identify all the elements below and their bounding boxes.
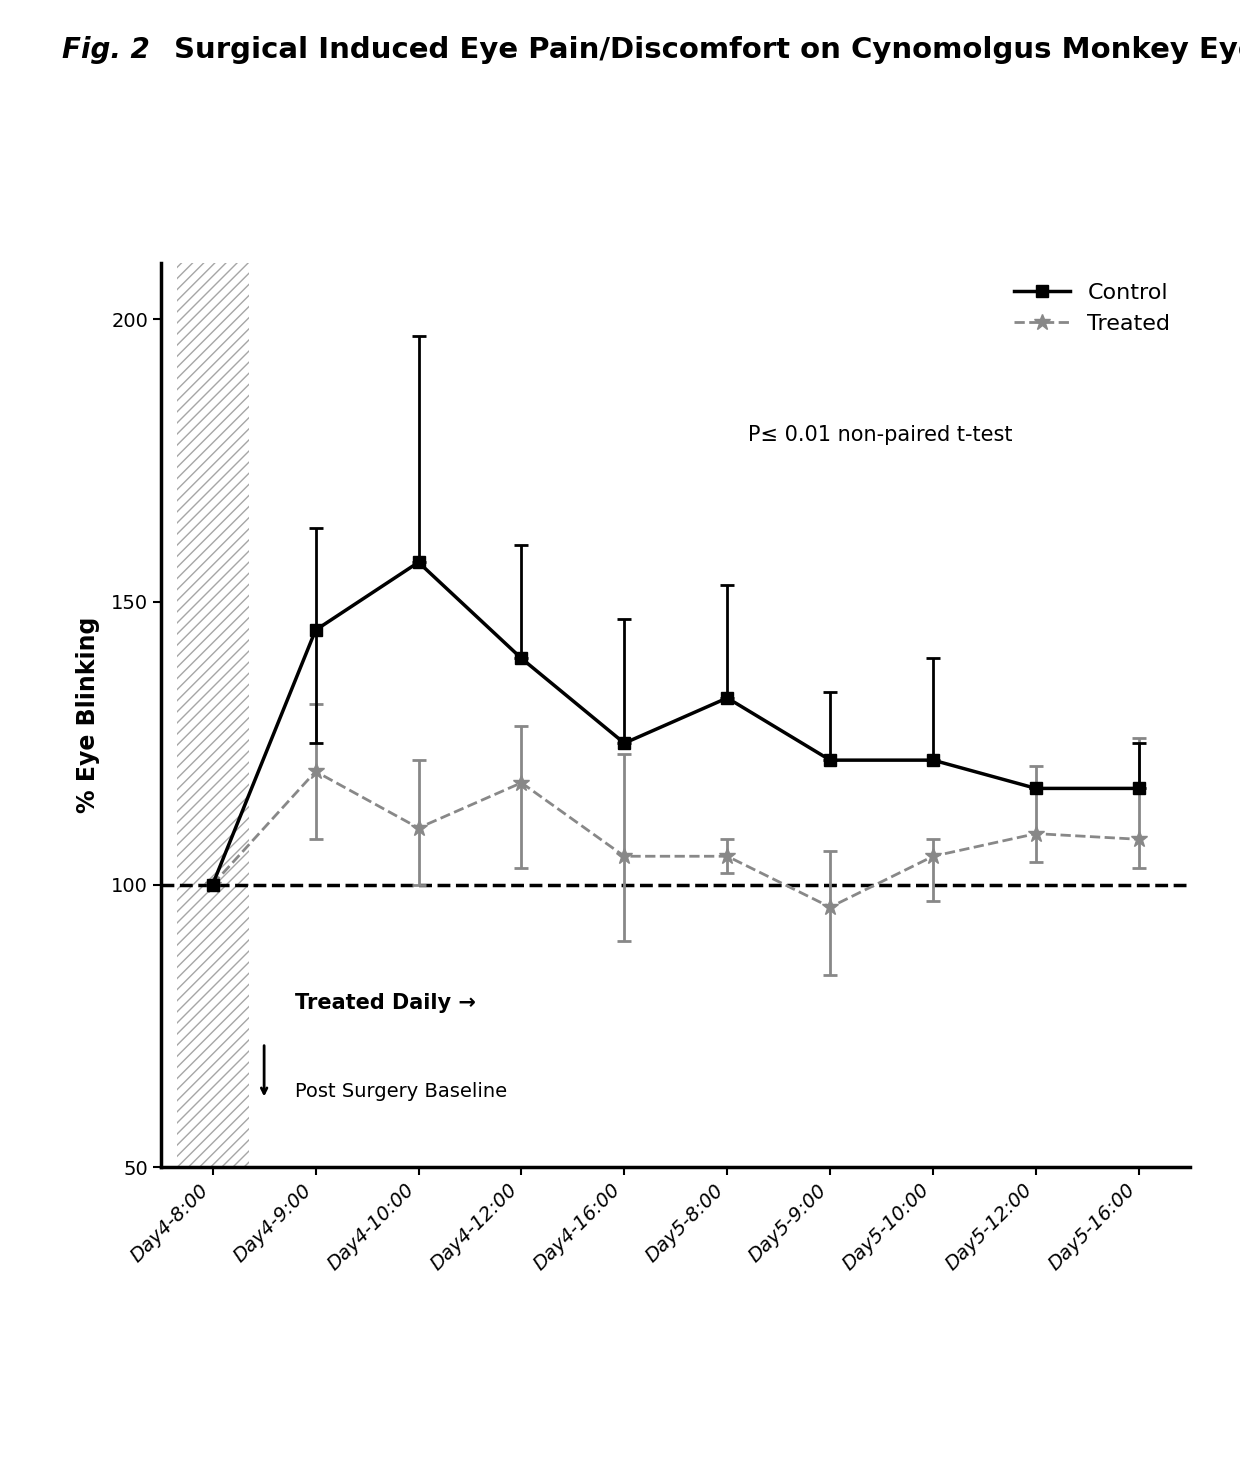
Text: Fig. 2: Fig. 2 xyxy=(62,36,150,64)
Text: Post Surgery Baseline: Post Surgery Baseline xyxy=(295,1083,507,1102)
Bar xyxy=(176,263,249,1167)
Y-axis label: % Eye Blinking: % Eye Blinking xyxy=(76,617,99,813)
Text: P≤ 0.01 non-paired t-test: P≤ 0.01 non-paired t-test xyxy=(748,426,1012,445)
Text: Treated Daily →: Treated Daily → xyxy=(295,994,476,1013)
Legend: Control, Treated: Control, Treated xyxy=(1006,274,1179,343)
Text: Surgical Induced Eye Pain/Discomfort on Cynomolgus Monkey Eyes (n=4): Surgical Induced Eye Pain/Discomfort on … xyxy=(174,36,1240,64)
